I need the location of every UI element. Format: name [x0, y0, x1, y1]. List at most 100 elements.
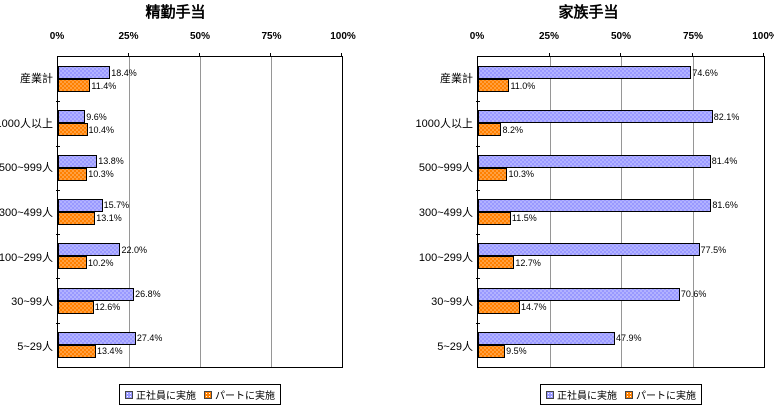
- axis-tick-mark: [199, 53, 200, 57]
- value-label: 8.2%: [502, 124, 523, 135]
- bar-group: 77.5% 12.7%: [478, 234, 764, 278]
- bar-group: 9.6% 10.4%: [58, 101, 342, 145]
- category-label: 100~299人: [0, 251, 53, 264]
- value-label: 81.4%: [711, 156, 738, 167]
- parttime-bar: [478, 211, 511, 225]
- bar-groups: 74.6% 11.0% 82.1% 8.2% 81.4% 10.3% 81.6% 11.5% 7…: [478, 57, 764, 367]
- bar-line: 18.4%: [58, 66, 342, 80]
- value-label: 13.1%: [96, 213, 122, 224]
- value-label: 77.5%: [700, 244, 727, 255]
- category-label: 500~999人: [418, 162, 473, 175]
- fulltime-bar: [58, 154, 98, 168]
- bar-group: 18.4% 11.4%: [58, 57, 342, 101]
- bar-group: 47.9% 9.5%: [478, 323, 764, 367]
- y-axis-tick-mark: [476, 189, 480, 191]
- parttime-bar: [58, 344, 97, 358]
- y-axis-labels: 産業計 1000人以上 500~999人 300~499人 100~299人 30~99人…: [0, 56, 57, 368]
- chart-diligence-allowance: 精勤手当 0% 25% 50% 75% 100% 産業計 1000人以上 500~999人 3…: [0, 2, 356, 405]
- gridline: [549, 57, 551, 367]
- parttime-bar: [58, 211, 96, 225]
- fulltime-bar: [478, 331, 615, 345]
- legend-wrap: 正社員に実施 パートに実施: [477, 384, 765, 405]
- category-label: 5~29人: [437, 340, 473, 353]
- category-label: 産業計: [440, 73, 473, 86]
- legend-item: 正社員に実施: [546, 387, 617, 402]
- bar-line: 13.4%: [58, 344, 342, 358]
- y-axis-labels: 産業計 1000人以上 500~999人 300~499人 100~299人 30~99人…: [412, 56, 477, 368]
- value-label: 70.6%: [680, 289, 707, 300]
- bar-line: 81.6%: [478, 198, 764, 212]
- value-label: 9.5%: [506, 346, 527, 357]
- y-axis-tick-mark: [56, 145, 60, 147]
- value-label: 27.4%: [136, 333, 163, 344]
- x-axis-ticks: 0% 25% 50% 75% 100%: [50, 31, 356, 44]
- bar-line: 14.7%: [478, 300, 764, 314]
- parttime-swatch: [204, 390, 212, 399]
- bar-line: 77.5%: [478, 243, 764, 257]
- bar-group: 81.6% 11.5%: [478, 190, 764, 234]
- x-tick-label: 50%: [189, 31, 211, 42]
- legend-label: 正社員に実施: [557, 391, 617, 402]
- category-label: 300~499人: [418, 207, 473, 220]
- bar-group: 26.8% 12.6%: [58, 278, 342, 322]
- parttime-bar: [478, 344, 506, 358]
- bar-line: 81.4%: [478, 154, 764, 168]
- bar-group: 82.1% 8.2%: [478, 101, 764, 145]
- axis-tick-mark: [341, 53, 342, 57]
- parttime-bar: [58, 167, 88, 181]
- x-tick-label: 75%: [261, 31, 282, 42]
- legend-wrap: 正社員に実施 パートに実施: [57, 384, 343, 405]
- bar-line: 47.9%: [478, 331, 764, 345]
- value-label: 10.3%: [88, 169, 114, 180]
- bar-line: 82.1%: [478, 110, 764, 124]
- axis-tick-mark: [763, 53, 764, 57]
- parttime-bar: [478, 256, 515, 270]
- bar-line: 11.0%: [478, 79, 764, 93]
- legend: 正社員に実施 パートに実施: [119, 384, 281, 405]
- bar-line: 10.3%: [58, 167, 342, 181]
- category-label: 5~29人: [17, 340, 53, 353]
- parttime-bar: [58, 300, 94, 314]
- category-label: 1000人以上: [415, 117, 473, 130]
- bar-line: 22.0%: [58, 243, 342, 257]
- parttime-swatch: [625, 390, 633, 399]
- bar-line: 10.3%: [478, 167, 764, 181]
- value-label: 47.9%: [615, 333, 642, 344]
- bar-line: 10.2%: [58, 256, 342, 270]
- bar-line: 8.2%: [478, 123, 764, 137]
- gridline: [129, 57, 130, 367]
- fulltime-bar: [478, 154, 711, 168]
- x-tick-label: 25%: [118, 31, 139, 42]
- gridline: [692, 57, 694, 367]
- bar-line: 10.4%: [58, 123, 342, 137]
- value-label: 82.1%: [713, 111, 740, 122]
- axis-tick-mark: [548, 53, 550, 57]
- fulltime-bar: [478, 243, 700, 257]
- category-label: 30~99人: [11, 296, 53, 309]
- fulltime-bar: [478, 198, 712, 212]
- bar-group: 74.6% 11.0%: [478, 57, 764, 101]
- value-label: 11.4%: [91, 80, 117, 91]
- category-label: 500~999人: [0, 162, 53, 175]
- bar-line: 74.6%: [478, 66, 764, 80]
- bar-group: 81.4% 10.3%: [478, 146, 764, 190]
- bar-line: 70.6%: [478, 287, 764, 301]
- fulltime-bar: [58, 287, 135, 301]
- x-tick-label: 25%: [538, 31, 560, 42]
- legend-label: パートに実施: [215, 391, 275, 402]
- bar-line: 26.8%: [58, 287, 342, 301]
- x-tick-label: 50%: [610, 31, 632, 42]
- value-label: 11.0%: [510, 80, 536, 91]
- fulltime-bar: [58, 198, 103, 212]
- x-tick-label: 100%: [752, 31, 774, 42]
- parttime-bar: [478, 79, 510, 93]
- y-axis-tick-mark: [476, 234, 480, 236]
- bar-group: 27.4% 13.4%: [58, 323, 342, 367]
- bar-line: 12.6%: [58, 300, 342, 314]
- legend-item: 正社員に実施: [125, 387, 196, 402]
- fulltime-bar: [478, 66, 692, 80]
- value-label: 81.6%: [712, 200, 738, 211]
- legend-label: 正社員に実施: [136, 391, 196, 402]
- value-label: 10.3%: [508, 169, 534, 180]
- axis-tick-mark: [270, 53, 271, 57]
